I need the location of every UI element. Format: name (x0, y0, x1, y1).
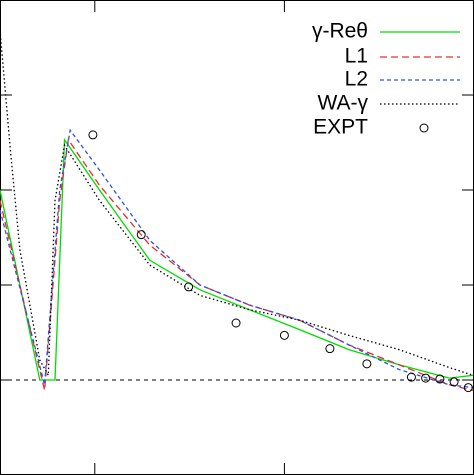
data-point (463, 383, 473, 393)
data-point (136, 230, 146, 240)
series-line (0, 30, 474, 378)
data-point (88, 130, 98, 140)
legend-label: γ-Reθ (312, 20, 368, 43)
data-point (449, 377, 459, 387)
data-point (406, 372, 416, 382)
series-line (0, 137, 474, 392)
data-point (435, 374, 445, 384)
data-point (421, 373, 431, 383)
legend-label: L1 (345, 45, 368, 68)
data-point (279, 330, 289, 340)
legend-label: L2 (345, 68, 368, 91)
data-point (325, 344, 335, 354)
data-point (231, 318, 241, 328)
legend-label: WA-γ (317, 92, 368, 115)
legend-label: EXPT (313, 116, 368, 139)
data-point (184, 282, 194, 292)
legend-marker (419, 123, 429, 133)
data-point (362, 359, 372, 369)
series-line (0, 137, 474, 381)
series-line (0, 128, 474, 389)
